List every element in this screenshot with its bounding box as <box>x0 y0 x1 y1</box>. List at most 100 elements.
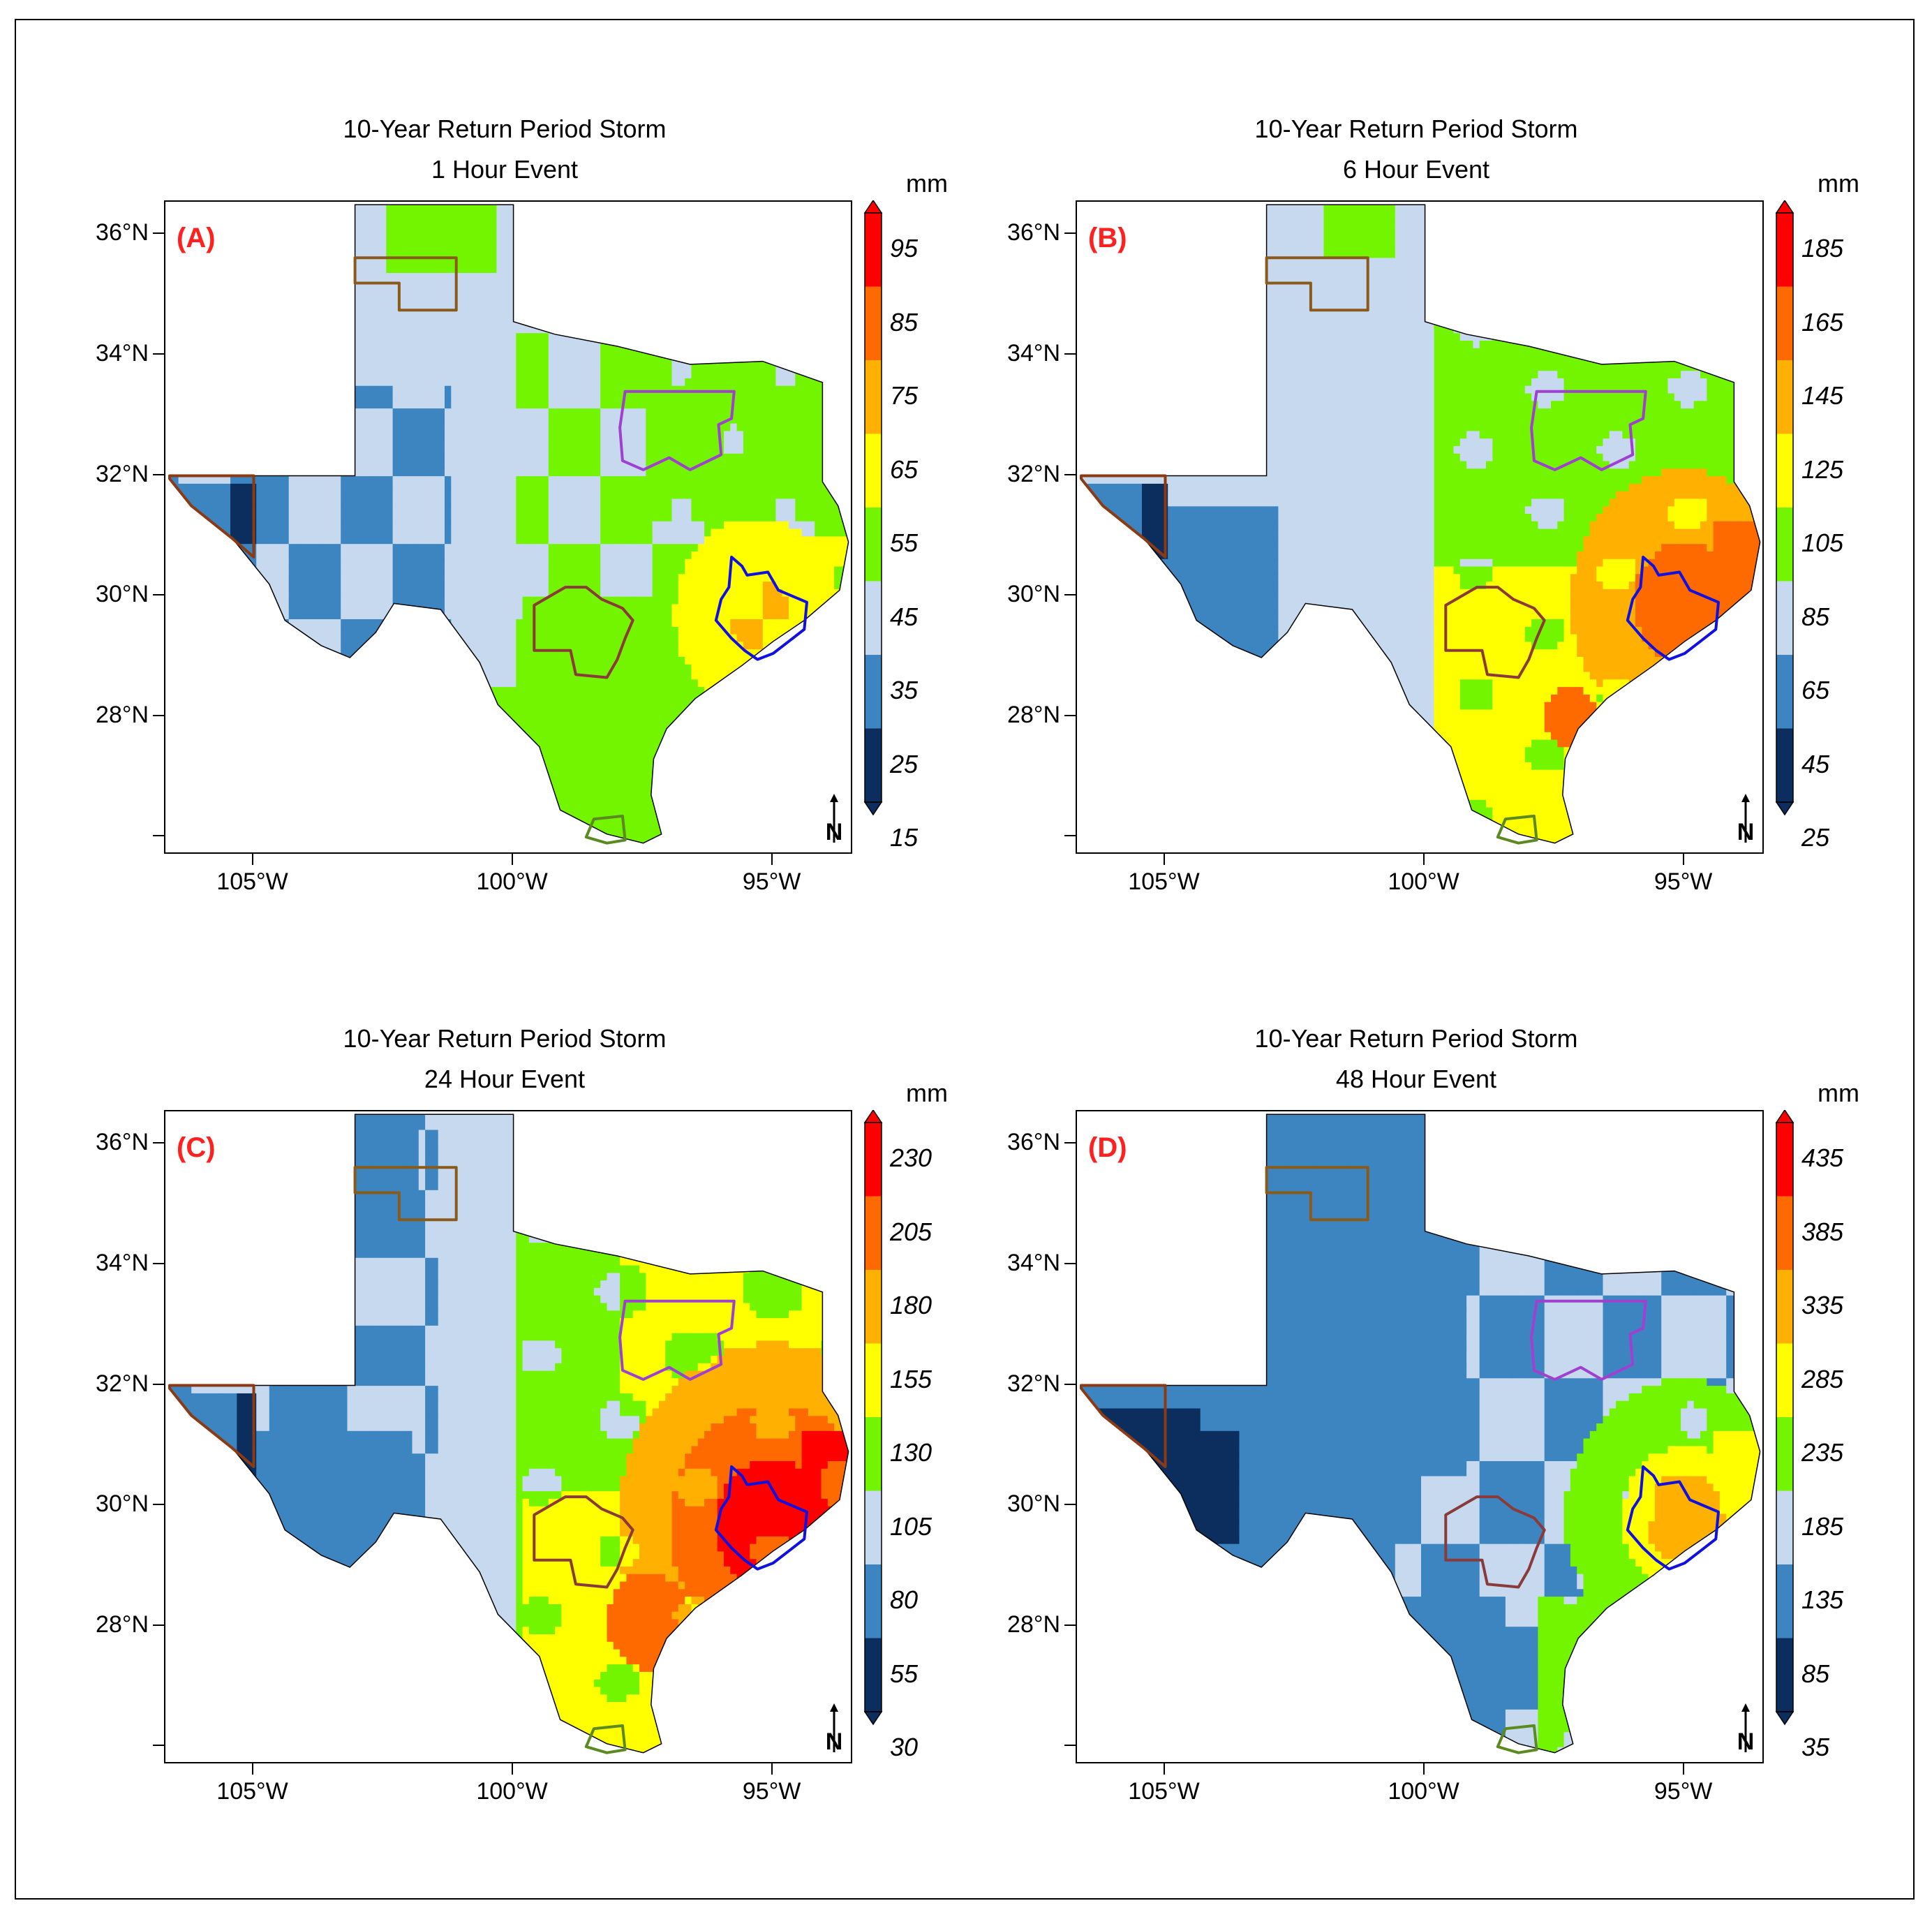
precip-cell <box>626 513 634 521</box>
precip-cell <box>288 739 296 748</box>
precip-cell <box>496 739 504 748</box>
precip-cell <box>425 799 432 808</box>
precip-cell <box>198 596 205 605</box>
precip-cell <box>593 709 601 718</box>
precip-cell <box>775 671 783 680</box>
precip-cell <box>262 702 270 710</box>
precip-cell <box>821 528 828 537</box>
precip-cell <box>691 589 699 597</box>
precip-cell <box>314 626 322 635</box>
precip-cell <box>808 565 815 575</box>
precip-cell <box>658 754 666 762</box>
precip-cell <box>353 641 361 650</box>
precip-cell <box>463 558 471 567</box>
precip-cell <box>269 845 276 852</box>
precip-cell <box>561 558 569 567</box>
precip-cell <box>406 498 413 507</box>
precip-cell <box>327 498 335 507</box>
precip-cell <box>775 792 783 800</box>
precip-cell <box>528 543 536 552</box>
precip-cell <box>243 634 251 642</box>
precip-cell <box>704 521 711 529</box>
precip-cell <box>555 776 562 785</box>
precip-cell <box>269 505 276 514</box>
precip-cell <box>847 603 849 612</box>
precip-cell <box>191 702 199 710</box>
precip-cell <box>561 799 569 808</box>
precip-cell <box>769 543 776 552</box>
precip-cell <box>386 551 394 559</box>
precip-cell <box>724 521 731 529</box>
precip-cell <box>353 716 361 725</box>
precip-cell <box>288 498 296 507</box>
precip-cell <box>490 543 497 552</box>
precip-cell <box>373 709 380 718</box>
precip-cell <box>457 535 465 545</box>
precip-cell <box>685 649 692 657</box>
precip-cell <box>269 498 276 507</box>
precip-cell <box>184 702 192 710</box>
precip-cell <box>237 649 244 657</box>
precip-cell <box>652 641 660 650</box>
precip-cell <box>223 641 231 650</box>
precip-cell <box>295 505 302 514</box>
precip-cell <box>691 551 699 559</box>
precip-cell <box>198 679 205 688</box>
precip-cell <box>789 573 796 582</box>
precip-cell <box>341 611 348 619</box>
precip-cell <box>490 776 497 785</box>
precip-cell <box>392 603 400 612</box>
precip-cell <box>243 626 251 635</box>
precip-cell <box>671 702 679 710</box>
precip-cell <box>528 822 536 830</box>
precip-cell <box>223 551 231 559</box>
precip-cell <box>198 565 205 575</box>
precip-cell <box>671 596 679 605</box>
precip-cell <box>243 807 251 815</box>
precip-cell <box>438 551 445 559</box>
precip-cell <box>445 535 452 545</box>
precip-cell <box>769 686 776 695</box>
precip-cell <box>503 837 510 843</box>
precip-cell <box>249 822 257 830</box>
precip-cell <box>204 656 211 665</box>
precip-cell <box>321 513 329 521</box>
precip-cell <box>620 702 627 710</box>
precip-cell <box>581 679 588 688</box>
precip-cell <box>600 498 608 507</box>
precip-cell <box>593 611 601 619</box>
precip-cell <box>451 769 459 778</box>
precip-cell <box>626 603 634 612</box>
precip-cell <box>230 619 237 627</box>
precip-cell <box>743 724 750 732</box>
precip-cell <box>542 664 549 672</box>
precip-cell <box>347 641 355 650</box>
precip-cell <box>204 641 211 650</box>
precip-cell <box>528 565 536 575</box>
precip-cell <box>243 656 251 665</box>
precip-cell <box>230 792 237 800</box>
precip-cell <box>522 551 530 559</box>
precip-cell <box>756 799 764 808</box>
precip-cell <box>399 784 406 792</box>
precip-cell <box>613 641 621 650</box>
precip-cell <box>490 709 497 718</box>
precip-cell <box>223 829 231 838</box>
precip-cell <box>392 521 400 529</box>
precip-cell <box>671 709 679 718</box>
precip-cell <box>490 565 497 575</box>
precip-cell <box>743 581 750 589</box>
precip-cell <box>354 845 361 852</box>
precip-cell <box>789 716 796 725</box>
precip-cell <box>496 505 504 514</box>
precip-cell <box>392 807 400 815</box>
precip-cell <box>653 845 660 852</box>
precip-cell <box>717 649 724 657</box>
precip-cell <box>567 709 575 718</box>
precip-cell <box>808 626 815 635</box>
precip-cell <box>795 784 803 792</box>
precip-cell <box>276 694 283 702</box>
precip-cell <box>782 596 789 605</box>
precip-cell <box>795 716 803 725</box>
precip-cell <box>711 596 718 605</box>
